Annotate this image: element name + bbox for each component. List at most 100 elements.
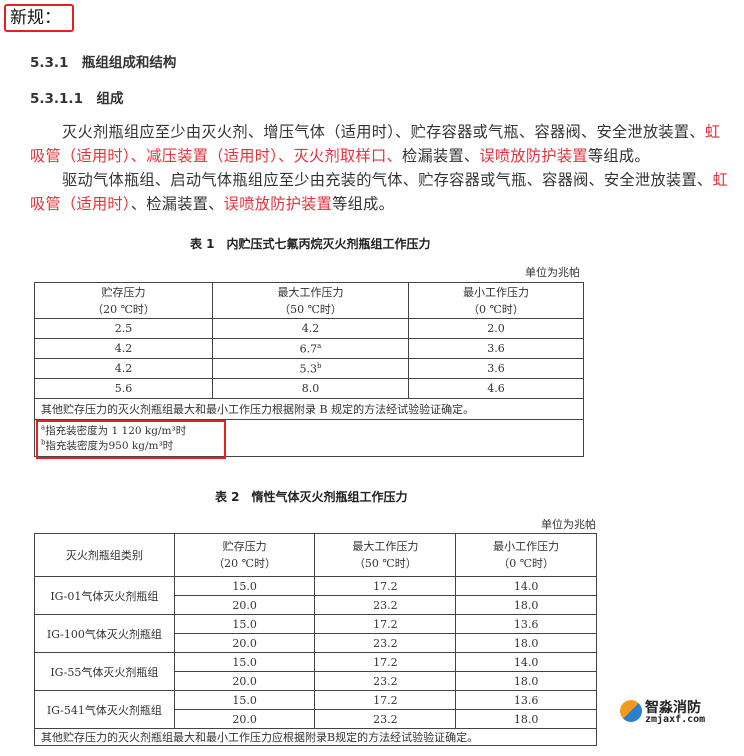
table-cell: 2.0 (407, 318, 585, 339)
table-cell: 18.0 (455, 671, 597, 691)
table-cell: 20.0 (173, 709, 316, 729)
table2-caption: 表 2 惰性气体灭火剂瓶组工作压力 (215, 490, 408, 504)
footnote-mark: b (317, 361, 322, 370)
table1: 贮存压力 （20 ℃时） 最大工作压力 （50 ℃时） 最小工作压力 （0 ℃时） 2.5 4… (33, 282, 585, 457)
table-row: IG-541气体灭火剂瓶组 15.0 17.2 13.6 (34, 690, 597, 729)
table2-unit: 单位为兆帕 (541, 518, 596, 531)
table-cell: 18.0 (455, 633, 597, 653)
table-cell: 5.6 (33, 378, 214, 399)
table-footnotes: a指充装密度为 1 120 kg/m³时 b指充装密度为950 kg/m³时 (34, 419, 584, 457)
table1-unit: 单位为兆帕 (525, 266, 580, 279)
agent-group-name: IG-100气体灭火剂瓶组 (34, 614, 175, 653)
table-cell: 20.0 (173, 633, 316, 653)
table-cell: 13.6 (455, 614, 597, 634)
table-cell: 8.0 (212, 378, 409, 399)
table2: 灭火剂瓶组类别 贮存压力 （20 ℃时） 最大工作压力 （50 ℃时） 最小工作压力 （0 … (34, 533, 597, 746)
footnote: b指充装密度为950 kg/m³时 (41, 438, 583, 453)
text-segment: 、检漏装置、 (130, 195, 224, 213)
table-cell: 13.6 (455, 690, 597, 710)
table-row: 20.0 23.2 18.0 (35, 709, 597, 729)
table-cell: 4.2 (33, 338, 214, 359)
agent-group-name: IG-541气体灭火剂瓶组 (34, 690, 175, 729)
header-condition: （20 ℃时） (213, 557, 276, 570)
table-cell: 4.2 (212, 318, 409, 339)
table-cell: 15.0 (173, 652, 316, 672)
text-segment: 驱动气体瓶组、启动气体瓶组应至少由充装的气体、贮存容器或气瓶、容器阀、安全泄放装… (62, 171, 713, 189)
table-cell: 18.0 (455, 595, 597, 615)
table-cell: 3.6 (407, 338, 585, 359)
footnote-mark: a (41, 423, 46, 432)
header-label: 最小工作压力 (493, 540, 560, 553)
header-label: 贮存压力 (222, 540, 267, 553)
watermark-logo-icon (620, 700, 642, 722)
footnote-text: 指充装密度为950 kg/m³时 (45, 440, 174, 452)
footnote-text: 指充装密度为 1 120 kg/m³时 (45, 425, 187, 437)
table-cell: 14.0 (455, 576, 597, 596)
agent-group-name: IG-01气体灭火剂瓶组 (34, 576, 175, 615)
watermark-url: zmjaxf.com (645, 714, 706, 725)
paragraph-line: 灭火剂瓶组应至少由灭火剂、增压气体（适用时）、贮存容器或气瓶、容器阀、安全泄放装… (62, 120, 720, 142)
text-segment: 灭火剂瓶组应至少由灭火剂、增压气体（适用时）、贮存容器或气瓶、容器阀、安全泄放装… (62, 123, 705, 141)
paragraph-line: 驱动气体瓶组、启动气体瓶组应至少由充装的气体、贮存容器或气瓶、容器阀、安全泄放装… (62, 168, 728, 190)
text-segment: 等组成。 (587, 147, 650, 165)
table-cell: 15.0 (173, 690, 316, 710)
header-condition: （50 ℃时） (353, 557, 417, 570)
column-header: 贮存压力 （20 ℃时） (33, 282, 214, 319)
table-cell: 15.0 (173, 576, 316, 596)
table-row: 4.2 6.7a 3.6 (33, 338, 585, 359)
table-cell: 2.5 (33, 318, 214, 339)
table1-caption: 表 1 内贮压式七氟丙烷灭火剂瓶组工作压力 (190, 237, 431, 251)
table-row: 20.0 23.2 18.0 (35, 595, 597, 615)
text-segment: 检漏装置、 (402, 147, 480, 165)
table-cell: 15.0 (173, 614, 316, 634)
highlighted-text: 误喷放防护装置 (223, 195, 333, 213)
footnote: a指充装密度为 1 120 kg/m³时 (41, 423, 583, 438)
footnote-highlight-box (36, 420, 226, 459)
highlighted-text: 吸管（适用时） (30, 195, 131, 213)
header-condition: （20 ℃时） (92, 302, 155, 316)
cell-value: 4.2 (301, 322, 320, 335)
highlighted-text: 吸管（适用时）、减压装置（适用时）、灭火剂取样口、 (30, 147, 402, 165)
text-segment: 等组成。 (332, 195, 395, 213)
table-cell: 17.2 (314, 652, 457, 672)
header-row: 灭火剂瓶组类别 贮存压力 （20 ℃时） 最大工作压力 （50 ℃时） 最小工作压力 （0 … (34, 533, 597, 577)
header-label: 最大工作压力 (352, 540, 419, 553)
table-row: 4.2 5.3b 3.6 (33, 358, 585, 379)
table-cell: 14.0 (455, 652, 597, 672)
cell-value: 6.7 (299, 342, 318, 356)
highlighted-text: 虹 (712, 171, 728, 189)
header-label: 最大工作压力 (277, 285, 344, 299)
table-cell: 4.6 (407, 378, 585, 399)
table-cell: 5.3b (212, 358, 409, 379)
table-row: 2.5 4.2 2.0 (33, 318, 585, 339)
section-heading-5-3-1: 5.3.1 瓶组组成和结构 (30, 55, 177, 71)
table-row: IG-100气体灭火剂瓶组 15.0 17.2 13.6 (34, 614, 597, 653)
header-condition: （0 ℃时） (498, 557, 555, 570)
table-cell: 20.0 (173, 671, 316, 691)
cell-value: 5.3 (299, 362, 318, 376)
table-row: 5.6 8.0 4.6 (33, 378, 585, 399)
highlighted-text: 虹 (704, 123, 721, 141)
table-cell: 17.2 (314, 690, 457, 710)
table-cell: 3.6 (407, 358, 585, 379)
table-row: IG-55气体灭火剂瓶组 15.0 17.2 14.0 (34, 652, 597, 691)
table-row: 20.0 23.2 18.0 (35, 633, 597, 653)
header-label: 最小工作压力 (462, 285, 529, 299)
table-cell: 23.2 (314, 633, 457, 653)
column-header: 最小工作压力 （0 ℃时） (455, 533, 597, 577)
watermark-name: 智淼消防 (645, 700, 701, 716)
table-cell: 23.2 (314, 671, 457, 691)
new-rule-label: 新规： (4, 4, 74, 32)
footnote-mark: b (41, 438, 46, 447)
header-row: 贮存压力 （20 ℃时） 最大工作压力 （50 ℃时） 最小工作压力 （0 ℃时） (33, 282, 585, 319)
table-cell: 4.2 (33, 358, 214, 379)
paragraph-line: 吸管（适用时）、减压装置（适用时）、灭火剂取样口、检漏装置、误喷放防护装置等组成… (30, 144, 650, 166)
table-cell: 20.0 (173, 595, 316, 615)
paragraph-line: 吸管（适用时）、检漏装置、误喷放防护装置等组成。 (30, 192, 394, 214)
table-cell: 18.0 (455, 709, 597, 729)
column-header: 最大工作压力 （50 ℃时） (314, 533, 457, 577)
column-header: 最小工作压力 （0 ℃时） (407, 282, 585, 319)
header-label: 灭火剂瓶组类别 (65, 548, 143, 562)
table-cell: 23.2 (314, 709, 457, 729)
section-heading-5-3-1-1: 5.3.1.1 组成 (30, 91, 124, 107)
